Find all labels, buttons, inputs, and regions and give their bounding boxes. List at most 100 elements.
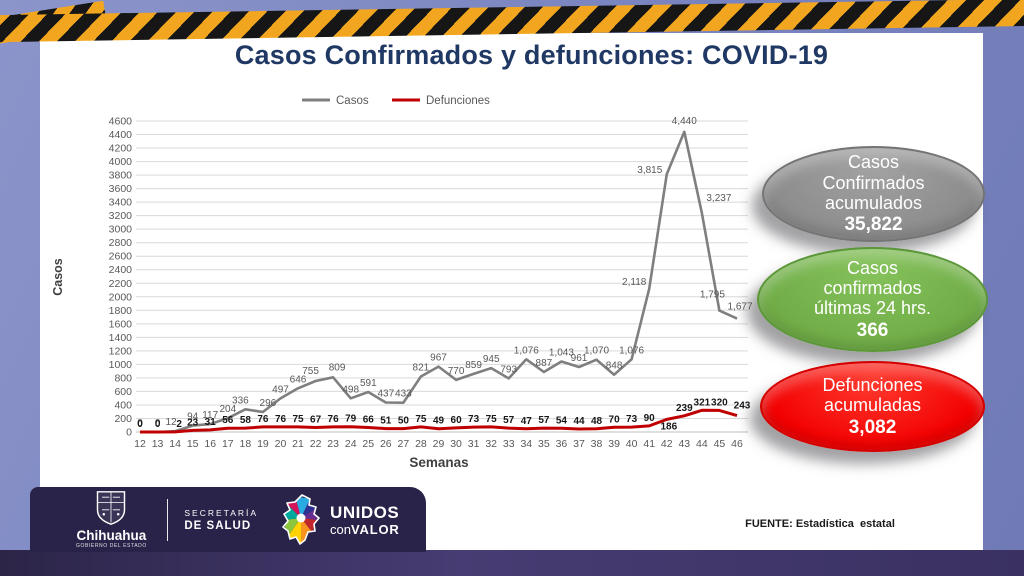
- x-tick-label: 34: [520, 438, 532, 450]
- badge-line: últimas 24 hrs.: [813, 298, 932, 319]
- casos-data-label: 591: [360, 378, 377, 389]
- defunciones-data-label: 56: [222, 415, 234, 426]
- defunciones-data-label: 0: [137, 419, 143, 430]
- badge-line: confirmados: [823, 278, 922, 299]
- x-tick-label: 44: [696, 438, 708, 450]
- casos-data-label: 967: [430, 353, 447, 364]
- chart-svg: 0200400600800100012001400160018002000220…: [51, 95, 753, 470]
- chihuahua-gov-logo: Chihuahua GOBIERNO DEL ESTADO: [76, 490, 147, 549]
- x-tick-label: 33: [503, 438, 515, 450]
- defunciones-data-label: 321: [694, 397, 711, 408]
- badge-value: 35,822: [844, 214, 903, 236]
- defunciones-data-label: 73: [626, 414, 638, 425]
- casos-data-label: 848: [606, 361, 623, 372]
- y-tick-label: 200: [114, 413, 132, 425]
- defunciones-data-label: 76: [257, 414, 269, 425]
- casos-data-label: 4,440: [672, 116, 697, 127]
- y-tick-label: 1000: [109, 359, 133, 371]
- gov-sub-label: GOBIERNO DEL ESTADO: [76, 543, 147, 549]
- x-tick-label: 38: [591, 438, 603, 450]
- badge-line: Casos: [846, 257, 899, 278]
- defunciones-data-label: 57: [503, 415, 515, 426]
- x-tick-label: 19: [257, 438, 269, 450]
- badge-line: Defunciones: [822, 374, 923, 395]
- badge-casos-confirmados-acumulados: Casos Confirmados acumulados 35,822: [762, 146, 985, 242]
- y-tick-label: 2000: [109, 291, 133, 303]
- covid-line-chart: 0 200 400 600 800 1000 1200 1400 1600 1800 2000 220…: [40, 90, 760, 475]
- defunciones-data-label: 31: [205, 417, 217, 428]
- defunciones-data-label: 75: [486, 414, 498, 425]
- x-tick-label: 16: [204, 438, 216, 450]
- x-tick-label: 13: [152, 438, 164, 450]
- badge-defunciones-acumuladas: Defunciones acumuladas 3,082: [760, 361, 985, 452]
- defunciones-data-label: 58: [240, 415, 252, 426]
- casos-data-label: 755: [302, 366, 319, 377]
- defunciones-data-label: 239: [676, 403, 693, 414]
- defunciones-data-label: 320: [711, 397, 728, 408]
- defunciones-data-label: 48: [591, 416, 603, 427]
- defunciones-data-label: 76: [275, 414, 287, 425]
- x-tick-label: 41: [643, 438, 655, 450]
- defunciones-data-label: 54: [556, 415, 568, 426]
- x-tick-label: 15: [187, 438, 199, 450]
- y-tick-label: 800: [114, 372, 132, 384]
- gov-name-label: Chihuahua: [76, 528, 147, 543]
- casos-data-label: 12: [166, 417, 178, 428]
- y-tick-label: 3600: [109, 183, 133, 195]
- brand-convalor-label: conVALOR: [330, 522, 400, 537]
- casos-data-label: 0: [155, 418, 161, 429]
- defunciones-data-label: 75: [415, 414, 427, 425]
- defunciones-data-label: 67: [310, 415, 322, 426]
- y-tick-label: 2800: [109, 237, 133, 249]
- y-tick-label: 0: [126, 427, 132, 439]
- brand-valor: VALOR: [351, 521, 400, 537]
- bottom-accent-bar: [0, 550, 1024, 576]
- casos-data-label: 497: [272, 384, 289, 395]
- badge-line: acumulados: [824, 192, 923, 213]
- source-label: FUENTE: Estadística estatal: [745, 518, 895, 530]
- y-tick-label: 3200: [109, 210, 133, 222]
- defunciones-data-label: 76: [328, 414, 340, 425]
- y-tick-label: 4000: [109, 156, 133, 168]
- defunciones-data-label: 23: [187, 417, 199, 428]
- chihuahua-state-map-icon: [282, 493, 320, 545]
- unidos-con-valor-logo: UNIDOS conVALOR: [280, 493, 400, 546]
- casos-data-label: 793: [500, 364, 517, 375]
- badge-line: Confirmados: [822, 172, 925, 193]
- casos-data-label: 94: [187, 412, 199, 423]
- x-tick-label: 24: [345, 438, 357, 450]
- x-tick-label: 27: [398, 438, 410, 450]
- defunciones-data-label: 50: [398, 416, 410, 427]
- casos-legend-label: Casos: [336, 95, 369, 107]
- badge-value: 3,082: [848, 416, 897, 438]
- casos-data-label: 1,070: [584, 346, 609, 357]
- casos-data-label: 945: [483, 354, 500, 365]
- casos-data-label: 2,118: [622, 277, 647, 288]
- y-tick-label: 2600: [109, 251, 133, 263]
- x-tick-labels: 12 13 14 15 16 17 18 19 20 21 22 23 24 25 26 27 28 29 30 31…: [134, 438, 743, 450]
- defunciones-data-label: 57: [538, 415, 550, 426]
- casos-data-label: 3,815: [637, 165, 662, 176]
- casos-data-label: 770: [448, 366, 465, 377]
- y-tick-label: 600: [114, 386, 132, 398]
- defunciones-data-label: 186: [660, 421, 677, 432]
- casos-data-label: 498: [342, 384, 359, 395]
- x-tick-label: 17: [222, 438, 234, 450]
- chart-legend: Casos Defunciones: [302, 95, 490, 107]
- casos-line: [140, 130, 738, 434]
- x-tick-label: 42: [661, 438, 673, 450]
- x-tick-label: 45: [714, 438, 726, 450]
- x-tick-label: 22: [310, 438, 322, 450]
- y-tick-label: 1400: [109, 332, 133, 344]
- defunciones-data-label: 70: [609, 414, 621, 425]
- x-tick-label: 40: [626, 438, 638, 450]
- y-axis-title: Casos: [51, 258, 65, 296]
- footer-brand-panel: Chihuahua GOBIERNO DEL ESTADO SECRETARÍA…: [30, 487, 426, 552]
- x-tick-label: 20: [275, 438, 287, 450]
- casos-data-label: 859: [465, 360, 482, 371]
- y-tick-label: 1800: [109, 305, 133, 317]
- x-tick-label: 18: [240, 438, 252, 450]
- x-tick-label: 21: [292, 438, 304, 450]
- y-tick-label: 1600: [109, 318, 133, 330]
- secretaria-line1: SECRETARÍA: [184, 507, 259, 518]
